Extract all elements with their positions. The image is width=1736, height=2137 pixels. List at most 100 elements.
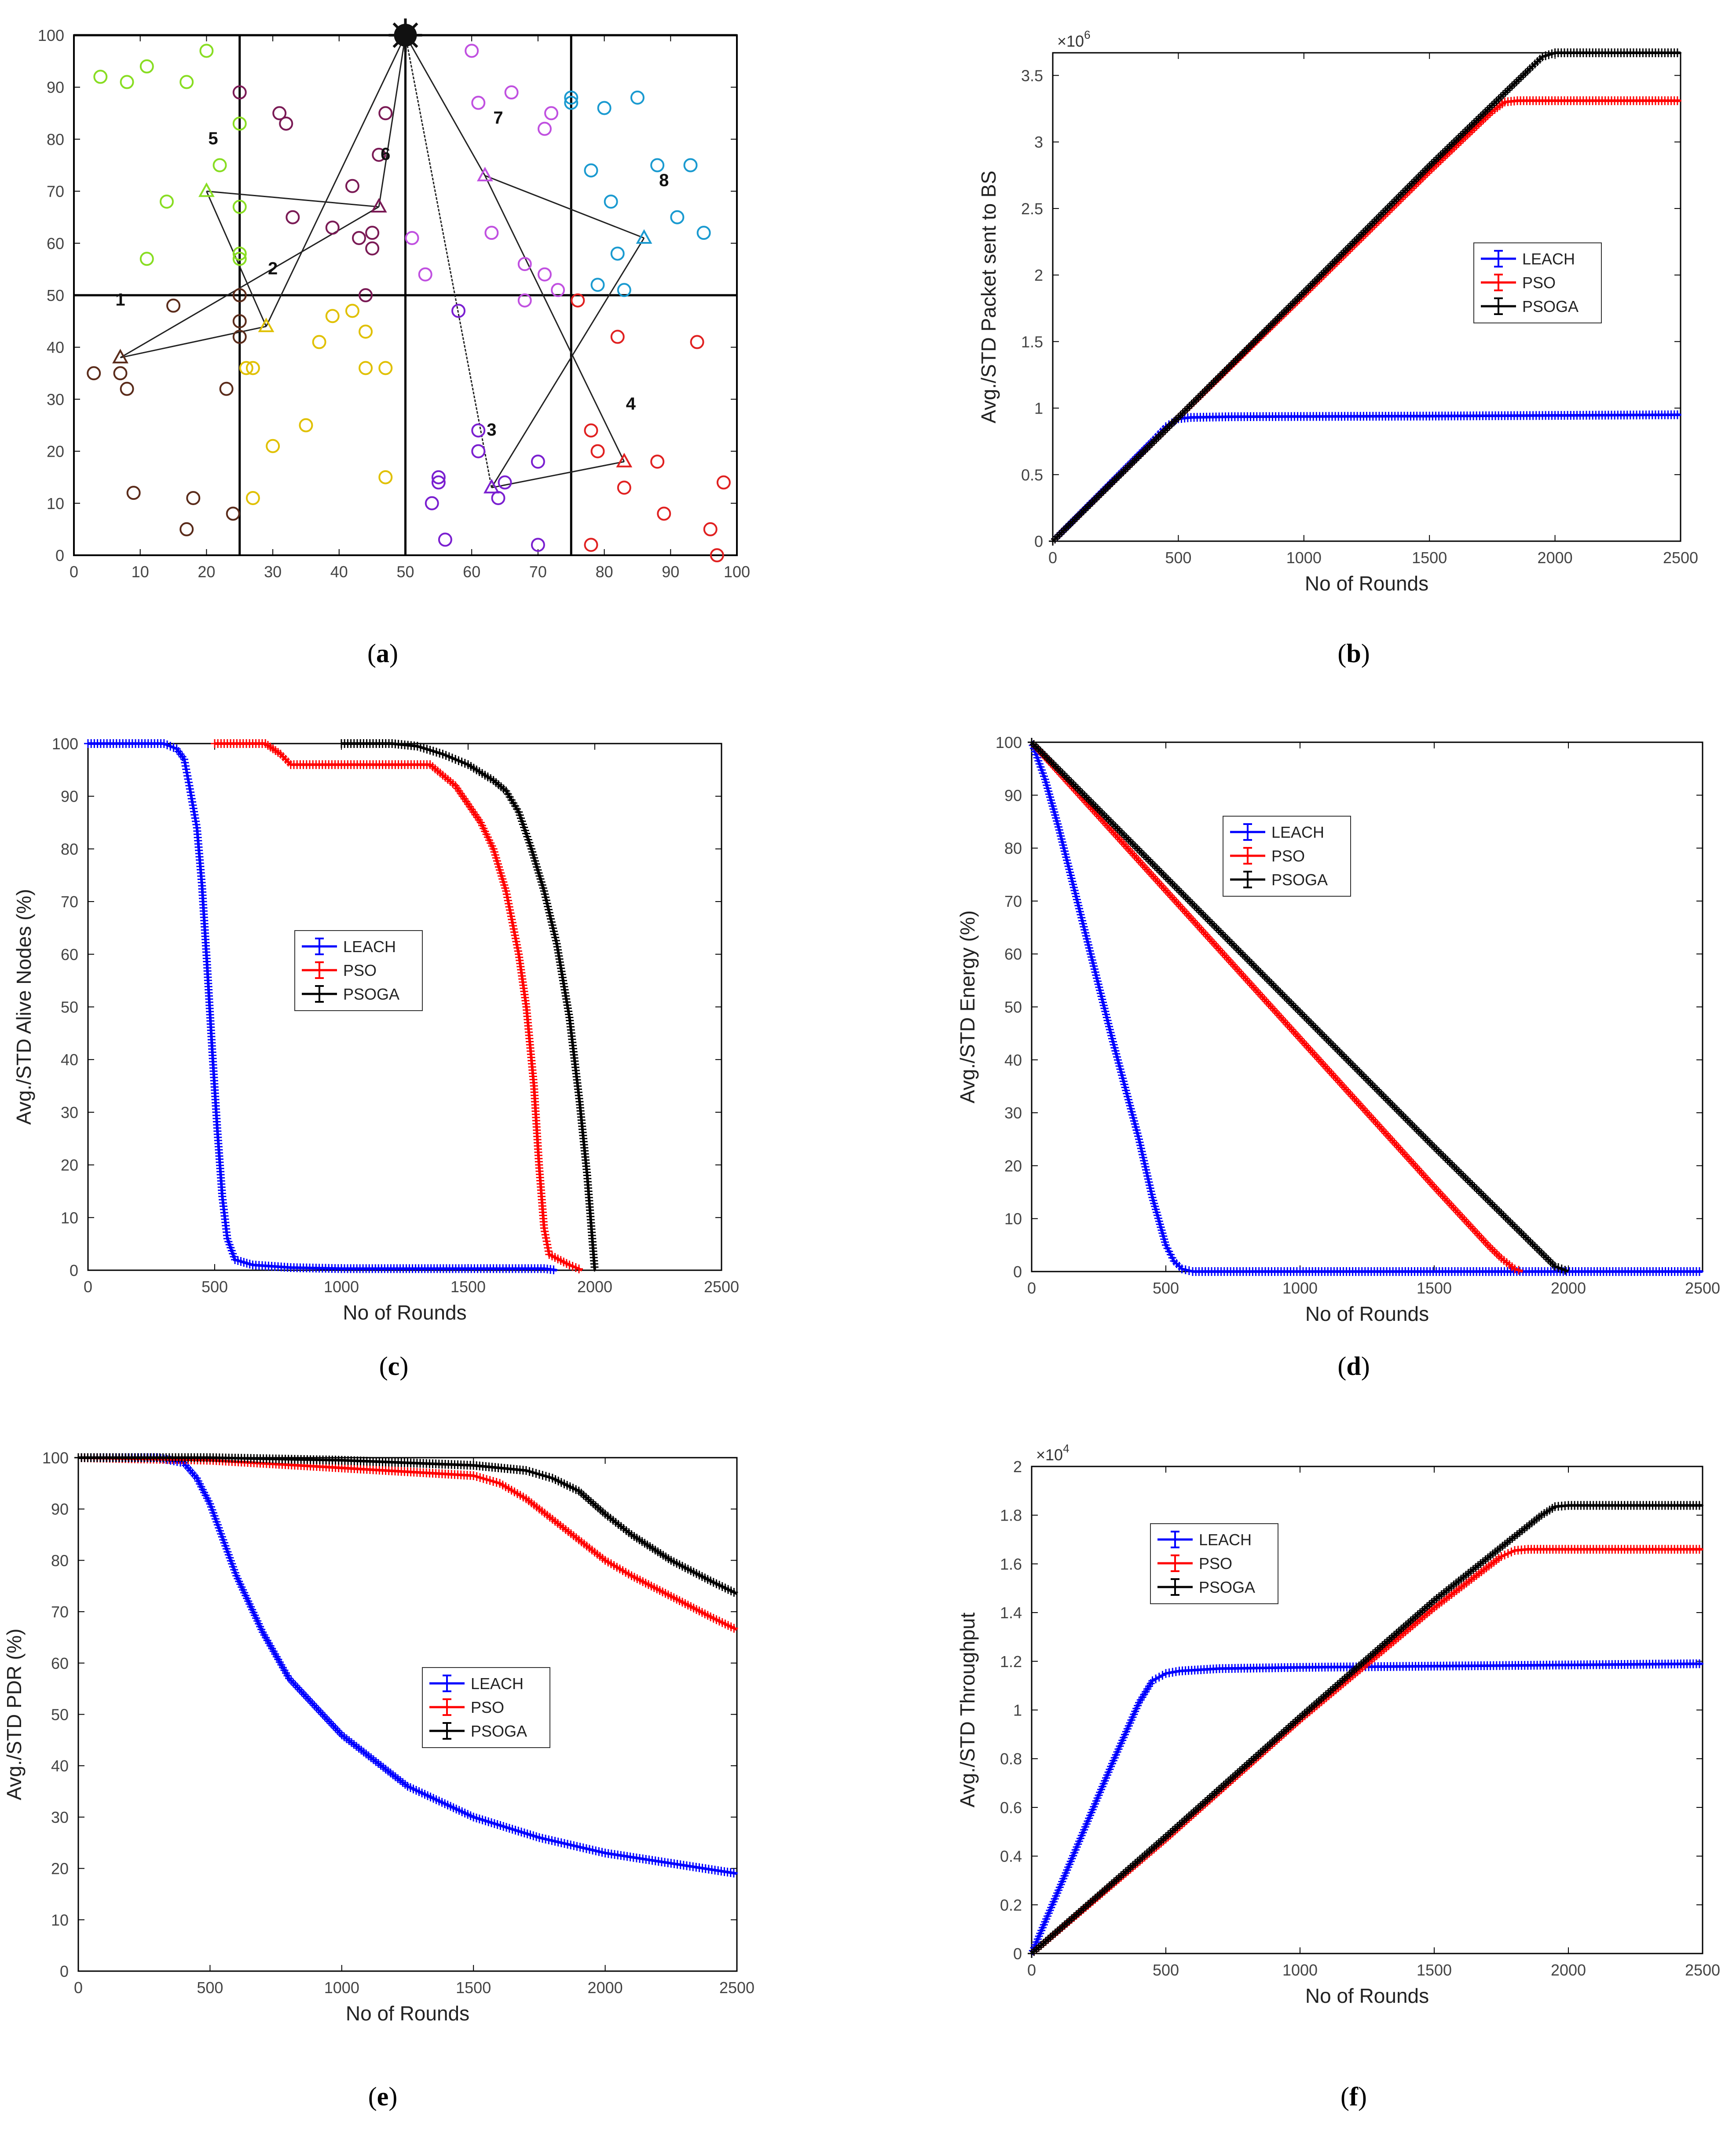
x-tick-label: 1500 (456, 1979, 491, 1997)
x-tick-label: 2000 (1551, 1961, 1586, 1979)
y-tick-label: 2 (1013, 1458, 1022, 1476)
panel-a: 0 10 20 30 40 50 60 70 80 90 100 0 10 20 30 40 50 60 70 80 9… (38, 18, 750, 668)
x-tick-label: 1500 (1417, 1961, 1452, 1979)
panel-label-letter: a (376, 639, 389, 668)
y-exponent-base: ×10 (1057, 32, 1084, 50)
cluster-head (476, 167, 493, 182)
legend-item-leach: LEACH (1230, 823, 1324, 841)
legend-label: PSO (1522, 274, 1556, 292)
legend-label: PSOGA (1271, 871, 1328, 889)
series-line (78, 1456, 738, 1631)
sensor-node (670, 210, 685, 224)
sensor-node (378, 470, 393, 484)
series-psoga (1049, 48, 1681, 546)
legend-item-psoga: PSOGA (1157, 1578, 1255, 1596)
legend-item-leach: LEACH (1157, 1531, 1252, 1549)
sensor-node (232, 116, 247, 131)
sensor-node (93, 70, 108, 84)
series-line (78, 1456, 737, 1875)
sensor-node (610, 246, 625, 261)
sensor-node (597, 101, 612, 115)
series-line (1031, 1504, 1703, 1955)
sensor-node (179, 522, 194, 536)
legend-label: PSOGA (1199, 1578, 1255, 1596)
sensor-node (610, 330, 625, 344)
base-station-ray (392, 34, 407, 48)
legend-label: PSOGA (471, 1722, 527, 1740)
cluster-head (616, 453, 633, 468)
panel-label-close: ) (1361, 1352, 1370, 1381)
sensor-node (471, 95, 486, 110)
panel-label-open: ( (379, 1352, 388, 1381)
y-tick-label: 20 (1004, 1157, 1022, 1175)
sensor-node (590, 278, 605, 292)
series-pso (211, 739, 583, 1274)
y-tick-label: 60 (47, 235, 64, 253)
sensor-node (359, 361, 373, 375)
sensor-node (617, 283, 631, 297)
series-line (341, 742, 596, 1271)
y-tick-label: 50 (1004, 998, 1022, 1016)
y-tick-label: 90 (1004, 786, 1022, 804)
sensor-node (365, 241, 380, 256)
legend-label: LEACH (1522, 250, 1575, 268)
cluster-head (483, 479, 500, 494)
x-tick-label: 2500 (704, 1278, 739, 1296)
legend-label: PSOGA (1522, 297, 1579, 315)
sensor-node (186, 491, 201, 505)
x-axis-label: No of Rounds (343, 1301, 466, 1324)
cluster-label: 8 (659, 171, 669, 190)
x-tick-label: 2500 (1685, 1279, 1720, 1297)
y-tick-label: 0 (70, 1261, 78, 1279)
cluster-head (198, 182, 215, 197)
x-tick-label: 1000 (324, 1979, 359, 1997)
legend-item-pso: PSO (429, 1698, 504, 1716)
y-tick-label: 30 (51, 1808, 69, 1826)
legend-item-leach: LEACH (1481, 250, 1575, 268)
panel-label-close: ) (1361, 639, 1370, 668)
y-tick-label: 20 (61, 1156, 78, 1174)
panel-label-close: ) (389, 639, 398, 668)
sensor-node (372, 147, 386, 162)
y-axis-label: Avg./STD Packet sent to BS (977, 171, 1000, 423)
sensor-node (690, 335, 704, 349)
panel-label-letter: e (377, 2082, 389, 2111)
sensor-node (498, 475, 512, 490)
series-leach (84, 739, 558, 1275)
sensor-node (232, 85, 247, 100)
cluster-label: 3 (487, 420, 496, 440)
legend-label: PSO (471, 1698, 504, 1716)
sensor-node (359, 288, 373, 302)
cluster-label: 6 (381, 145, 390, 164)
sensor-node (232, 246, 247, 261)
legend-item-psoga: PSOGA (1481, 297, 1579, 315)
x-tick-label: 0 (1027, 1279, 1036, 1297)
sensor-node (232, 314, 247, 329)
x-tick-label: 80 (596, 563, 613, 581)
series-line (88, 742, 557, 1272)
x-tick-label: 90 (662, 563, 679, 581)
y-tick-label: 50 (47, 286, 64, 304)
sensor-node (245, 491, 260, 505)
sensor-node (166, 298, 181, 313)
y-tick-label: 20 (51, 1860, 69, 1878)
panel-label: (a) (367, 639, 398, 668)
x-tick-label: 1000 (1286, 549, 1322, 567)
legend: LEACH PSO PSOGA (294, 930, 423, 1011)
y-tick-label: 1.5 (1021, 333, 1043, 351)
sensor-node (657, 506, 671, 521)
x-tick-label: 0 (1027, 1961, 1036, 1979)
plot-area (77, 1457, 738, 1972)
panel-label-open: ( (1337, 1352, 1346, 1381)
sensor-node (696, 226, 711, 240)
panel-label-open: ( (1337, 639, 1346, 668)
cluster-label: 7 (493, 108, 503, 128)
x-tick-label: 1000 (1282, 1961, 1318, 1979)
sensor-node (683, 158, 698, 172)
sensor-node (139, 59, 154, 73)
panel-label-close: ) (1358, 2082, 1367, 2111)
y-tick-label: 60 (51, 1654, 69, 1672)
legend-label: LEACH (343, 938, 396, 956)
sensor-node (703, 522, 718, 536)
